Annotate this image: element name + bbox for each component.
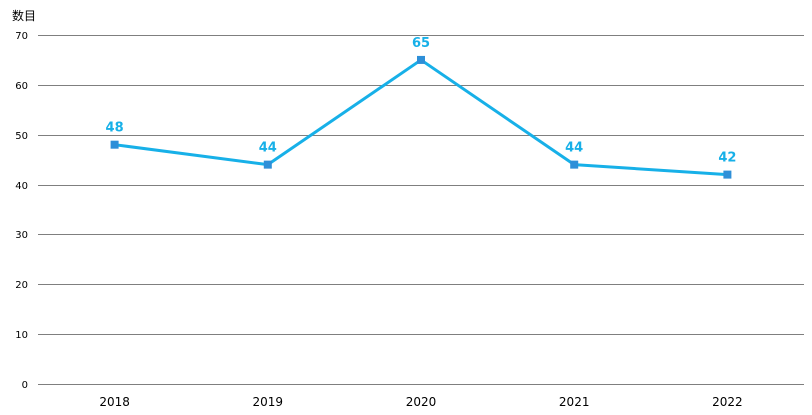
data-point-marker: [417, 55, 425, 64]
y-tick-label: 60: [15, 81, 28, 92]
y-tick-label: 10: [15, 330, 28, 341]
gridlines: [38, 35, 804, 385]
y-axis-ticks: 0 10 20 30 40 50 60 70: [15, 31, 28, 391]
data-label: 48: [106, 121, 124, 136]
x-tick-label: 2021: [559, 395, 590, 409]
data-label: 65: [412, 36, 430, 51]
data-label: 44: [259, 141, 277, 156]
series-lines: [114, 58, 728, 177]
series-line: [114, 58, 728, 177]
data-point-marker: [263, 160, 272, 169]
data-point-marker: [110, 140, 119, 149]
data-label: 42: [718, 151, 736, 166]
x-tick-label: 2020: [406, 395, 437, 409]
x-tick-label: 2019: [253, 395, 284, 409]
data-point-marker: [570, 160, 579, 169]
data-labels: 48 44 65 44 42: [106, 36, 737, 166]
data-label: 44: [565, 141, 583, 156]
x-axis-ticks: 2018 2019 2020 2021 2022: [99, 395, 742, 409]
x-tick-label: 2018: [99, 395, 130, 409]
y-tick-label: 30: [15, 230, 28, 241]
data-point-marker: [723, 170, 732, 179]
y-tick-label: 50: [15, 131, 28, 142]
x-tick-label: 2022: [712, 395, 743, 409]
y-tick-label: 70: [15, 31, 28, 42]
y-tick-label: 40: [15, 181, 28, 192]
y-tick-label: 0: [22, 380, 28, 391]
series-markers: [110, 55, 732, 179]
y-axis-title: 数目: [12, 8, 36, 23]
y-tick-label: 20: [15, 280, 28, 291]
